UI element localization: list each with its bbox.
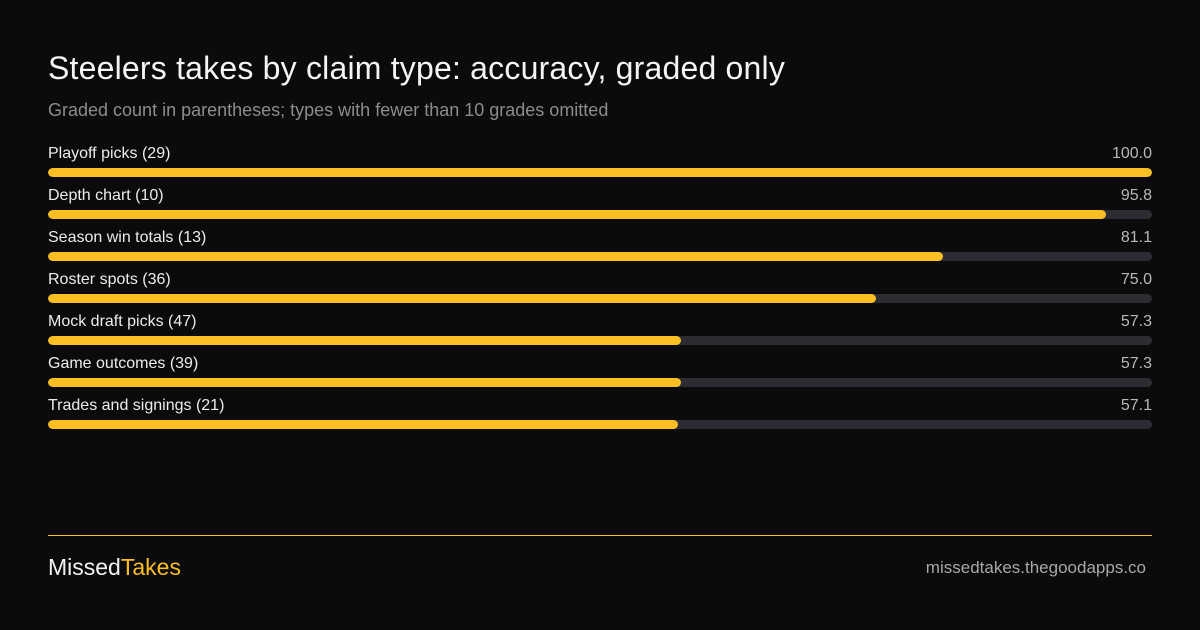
bar <box>48 420 679 429</box>
chart-title: Steelers takes by claim type: accuracy, … <box>48 50 786 86</box>
bar-row: Season win totals (13) 81.1 <box>48 229 1152 271</box>
bar-label: Playoff picks (29) <box>48 145 171 162</box>
bar-track <box>48 378 1152 387</box>
bar-value-label: 57.1 <box>1120 397 1152 414</box>
bar-label: Game outcomes (39) <box>48 355 199 372</box>
bar-value-label: 57.3 <box>1120 355 1152 372</box>
bar-value-label: 81.1 <box>1120 229 1152 246</box>
brand-logo: MissedTakes <box>48 554 181 581</box>
bar-row: Trades and signings (21) 57.1 <box>48 397 1152 439</box>
bar-row: Playoff picks (29) 100.0 <box>48 145 1152 187</box>
brand-name-part2: Takes <box>120 554 181 580</box>
footer-divider <box>48 535 1152 536</box>
bar <box>48 210 1106 219</box>
bar-label: Depth chart (10) <box>48 187 164 204</box>
bar-label: Trades and signings (21) <box>48 397 225 414</box>
bar-label: Mock draft picks (47) <box>48 313 197 330</box>
bar-row: Roster spots (36) 75.0 <box>48 271 1152 313</box>
bar-label: Season win totals (13) <box>48 229 207 246</box>
bar <box>48 168 1152 177</box>
bar-track <box>48 294 1152 303</box>
bar <box>48 294 876 303</box>
bar <box>48 336 681 345</box>
bar-track <box>48 420 1152 429</box>
bar-track <box>48 336 1152 345</box>
bar-row: Mock draft picks (47) 57.3 <box>48 313 1152 355</box>
brand-name-part1: Missed <box>48 554 121 580</box>
bar-track <box>48 210 1152 219</box>
bar <box>48 378 681 387</box>
bar-value-label: 57.3 <box>1120 313 1152 330</box>
chart-subtitle: Graded count in parentheses; types with … <box>48 100 609 120</box>
bar-value-label: 95.8 <box>1120 187 1152 204</box>
bar-value-label: 100.0 <box>1111 145 1152 162</box>
bar-row: Game outcomes (39) 57.3 <box>48 355 1152 397</box>
bar-list: Playoff picks (29) 100.0 Depth chart (10) 9… <box>48 145 1152 439</box>
bar-row: Depth chart (10) 95.8 <box>48 187 1152 229</box>
bar-track <box>48 168 1152 177</box>
site-url: missedtakes.thegoodapps.co <box>925 558 1146 577</box>
bar-track <box>48 252 1152 261</box>
bar-value-label: 75.0 <box>1120 271 1152 288</box>
bar <box>48 252 944 261</box>
bar-label: Roster spots (36) <box>48 271 171 288</box>
